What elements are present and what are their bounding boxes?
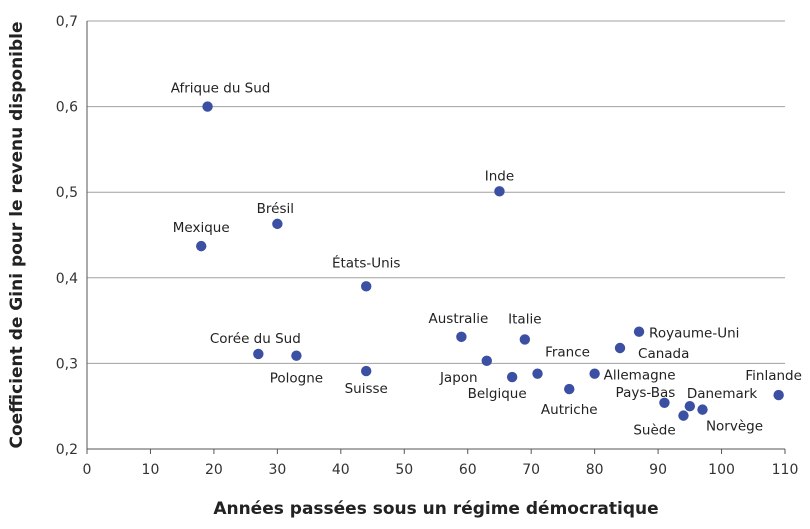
x-tick-label: 100 bbox=[708, 462, 735, 478]
x-tick-label: 60 bbox=[459, 462, 477, 478]
data-point bbox=[361, 365, 372, 377]
x-tick-label: 40 bbox=[332, 462, 350, 478]
data-point bbox=[659, 397, 670, 408]
point-label: Autriche bbox=[541, 402, 598, 418]
data-point bbox=[253, 348, 264, 360]
data-point bbox=[506, 371, 518, 383]
point-label: Danemark bbox=[687, 386, 758, 402]
x-tick-labels: 0 10 20 30 40 50 60 70 80 90 100 110 bbox=[83, 462, 799, 478]
data-point bbox=[532, 368, 543, 379]
y-tick-label: 0,4 bbox=[56, 271, 78, 287]
point-label: France bbox=[545, 345, 590, 361]
data-point bbox=[773, 389, 784, 401]
x-tick-label: 70 bbox=[522, 462, 540, 478]
point-label: Royaume-Uni bbox=[649, 326, 739, 342]
point-label: Canada bbox=[638, 346, 689, 362]
y-tick-labels: 0,2 0,3 0,4 0,5 0,6 0,7 bbox=[56, 14, 78, 458]
point-label: Corée du Sud bbox=[210, 331, 301, 347]
point-label: Pays-Bas bbox=[616, 385, 676, 401]
x-axis-title: Années passées sous un régime démocratiq… bbox=[213, 499, 658, 519]
data-point bbox=[196, 240, 207, 252]
data-point bbox=[589, 368, 600, 379]
point-label: Italie bbox=[508, 311, 541, 327]
point-labels: Afrique du Sud Mexique Brésil États-Unis Ind… bbox=[171, 81, 802, 439]
point-label: Brésil bbox=[257, 201, 294, 217]
data-point bbox=[697, 404, 708, 415]
y-tick-label: 0,5 bbox=[56, 185, 78, 201]
point-label: Belgique bbox=[468, 386, 527, 402]
x-tick-label: 110 bbox=[772, 462, 799, 478]
y-tick-label: 0,7 bbox=[56, 14, 78, 30]
data-point bbox=[481, 355, 492, 367]
y-axis-title: Coefficient de Gini pour le revenu dispo… bbox=[7, 21, 27, 448]
point-label: Afrique du Sud bbox=[171, 81, 271, 97]
point-label: Suède bbox=[633, 423, 675, 439]
data-point bbox=[494, 186, 505, 197]
data-point bbox=[614, 342, 626, 354]
data-point bbox=[456, 331, 467, 343]
point-label: États-Unis bbox=[332, 254, 401, 271]
x-tick-label: 20 bbox=[205, 462, 223, 478]
y-tick-label: 0,3 bbox=[56, 356, 78, 372]
x-tick-label: 0 bbox=[83, 462, 92, 478]
y-tick-label: 0,2 bbox=[56, 442, 78, 458]
x-tick-label: 10 bbox=[142, 462, 160, 478]
x-tick-label: 80 bbox=[586, 462, 604, 478]
point-label: Mexique bbox=[173, 220, 230, 236]
x-tick-label: 30 bbox=[268, 462, 286, 478]
point-label: Japon bbox=[439, 370, 478, 386]
point-label: Norvège bbox=[706, 419, 763, 435]
y-tick-label: 0,6 bbox=[56, 100, 78, 116]
point-label: Pologne bbox=[270, 371, 323, 387]
data-point bbox=[272, 218, 283, 230]
data-point bbox=[202, 101, 213, 112]
data-point bbox=[519, 334, 531, 345]
x-tick-label: 50 bbox=[395, 462, 413, 478]
axes bbox=[86, 21, 786, 454]
data-point bbox=[684, 401, 696, 412]
data-point bbox=[678, 410, 689, 421]
data-point bbox=[564, 383, 575, 395]
x-tick-label: 90 bbox=[649, 462, 667, 478]
point-label: Australie bbox=[429, 311, 489, 327]
data-point bbox=[291, 350, 302, 361]
point-label: Finlande bbox=[745, 368, 802, 384]
data-points bbox=[196, 101, 784, 421]
point-label: Allemagne bbox=[604, 368, 676, 384]
data-point bbox=[361, 281, 372, 292]
data-point bbox=[633, 326, 645, 337]
point-label: Suisse bbox=[345, 381, 388, 397]
point-label: Inde bbox=[485, 168, 514, 184]
